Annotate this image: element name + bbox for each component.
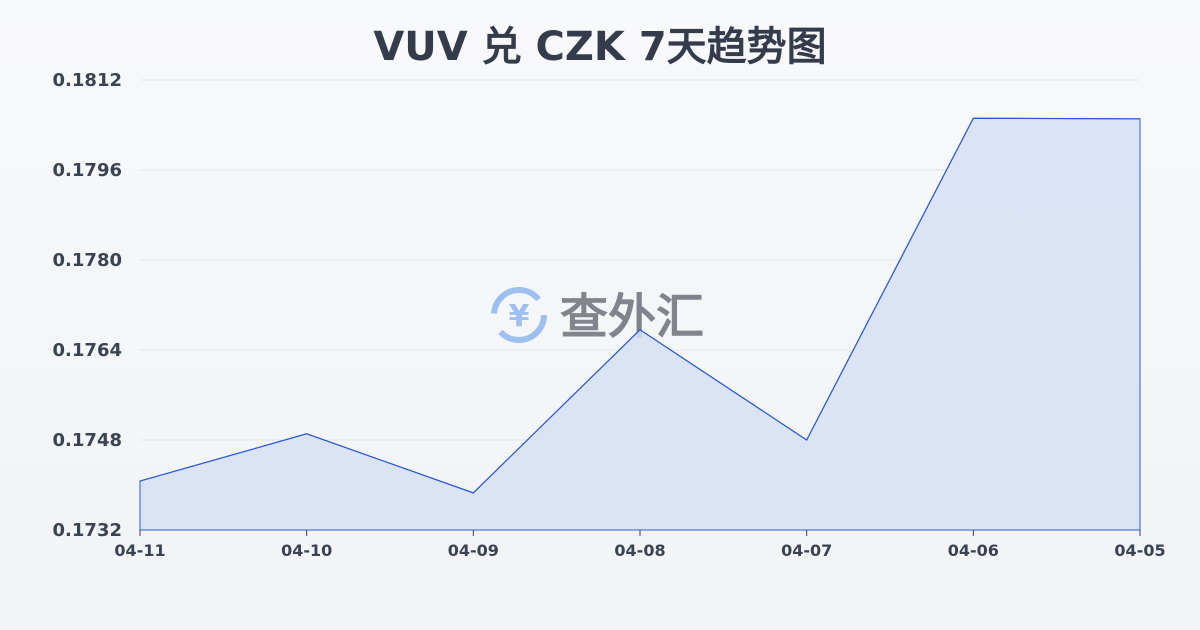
x-tick-label: 04-07 [781, 541, 832, 560]
data-point [139, 480, 141, 482]
y-tick-label: 0.1812 [53, 70, 122, 91]
x-tick-label: 04-08 [614, 541, 665, 560]
x-tick-label: 04-09 [448, 541, 499, 560]
data-point [972, 117, 974, 119]
x-tick-label: 04-06 [948, 541, 999, 560]
y-tick-label: 0.1764 [53, 340, 122, 361]
data-point [806, 439, 808, 441]
y-tick-label: 0.1732 [53, 520, 122, 541]
y-tick-label: 0.1748 [53, 430, 122, 451]
x-tick-label: 04-10 [281, 541, 332, 560]
yen-exchange-icon: ¥ [491, 287, 547, 343]
x-tick-label: 04-05 [1114, 541, 1165, 560]
x-tick-label: 04-11 [114, 541, 165, 560]
data-point [1139, 118, 1141, 120]
chart-title: VUV 兑 CZK 7天趋势图 [373, 24, 827, 70]
y-tick-label: 0.1780 [53, 250, 122, 271]
watermark-text: 查外汇 [560, 289, 704, 345]
data-point [639, 329, 641, 331]
watermark: ¥ 查外汇 [491, 287, 704, 345]
data-point [472, 492, 474, 494]
svg-text:¥: ¥ [509, 299, 530, 334]
data-point [306, 433, 308, 435]
y-tick-label: 0.1796 [53, 160, 122, 181]
